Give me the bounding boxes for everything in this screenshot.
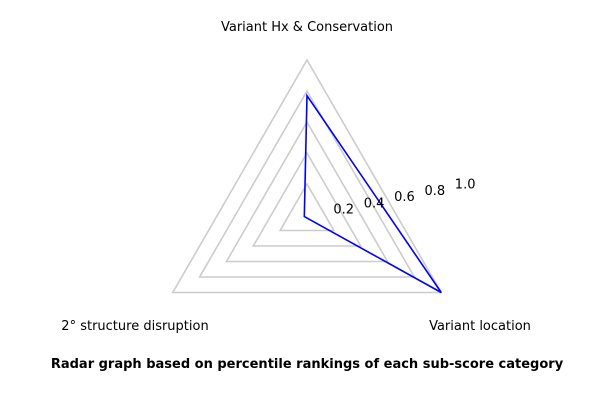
grid-ring-3 xyxy=(225,120,389,263)
chart-caption: Radar graph based on percentile rankings… xyxy=(50,357,564,372)
axis-label-2: Variant location xyxy=(429,319,531,334)
tick-label-1: 0.2 xyxy=(333,203,354,218)
grid-ring-1 xyxy=(278,182,336,232)
grid-ring-2 xyxy=(251,151,363,247)
series-line-1 xyxy=(303,93,442,294)
radar-series xyxy=(303,93,442,294)
axis-label-1: Variant Hx & Conservation xyxy=(221,20,393,35)
radial-tick-labels: 0.2 0.4 0.6 0.8 1.0 xyxy=(333,178,475,218)
grid-ring-5 xyxy=(171,58,443,294)
tick-label-4: 0.8 xyxy=(424,184,445,199)
tick-label-5: 1.0 xyxy=(455,178,476,193)
axis-label-3: 2° structure disruption xyxy=(61,319,208,334)
tick-label-3: 0.6 xyxy=(394,190,415,205)
tick-label-2: 0.4 xyxy=(364,196,385,211)
grid-ring-4 xyxy=(198,89,416,278)
radar-grid xyxy=(171,58,443,294)
axis-labels: Variant Hx & Conservation Variant locatio… xyxy=(61,20,531,334)
